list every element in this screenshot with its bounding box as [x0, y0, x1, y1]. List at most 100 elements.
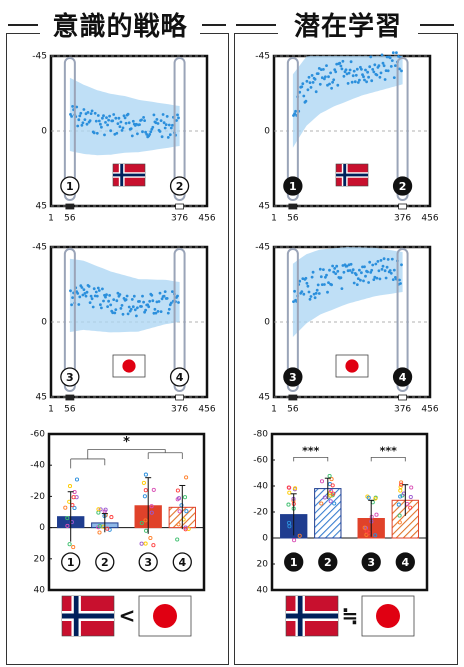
data-point [314, 291, 318, 295]
participant-dot [149, 510, 154, 515]
heading-rule [202, 24, 226, 26]
data-point [131, 305, 135, 309]
participant-dot [408, 505, 413, 510]
data-point [384, 69, 388, 72]
data-point [398, 67, 401, 71]
norway-flag-icon [61, 595, 115, 637]
participant-dot [398, 484, 403, 490]
data-point [331, 264, 334, 268]
data-point [375, 73, 379, 77]
participant-dot [329, 488, 334, 494]
data-point [313, 296, 317, 300]
flag-cross-blue [336, 173, 368, 177]
data-point [400, 69, 403, 73]
data-point [328, 82, 331, 86]
x-tick-label: 456 [421, 405, 438, 415]
data-point [315, 288, 319, 292]
phase-number-text: 1 [289, 180, 297, 193]
data-point [115, 299, 119, 303]
data-point [176, 113, 179, 117]
participant-dot [74, 477, 80, 482]
phase-number-text: 4 [176, 371, 184, 384]
data-point [77, 118, 81, 122]
data-point [94, 119, 98, 123]
flag-cross-blue [113, 173, 145, 177]
japan-flag-icon [335, 354, 369, 378]
data-point [95, 294, 99, 298]
data-point [80, 286, 84, 289]
data-point [334, 272, 338, 275]
phase-number-marker [169, 176, 190, 196]
data-point [378, 75, 382, 79]
data-point [317, 292, 321, 295]
data-point [324, 275, 327, 279]
y-tick-label: 20 [34, 554, 46, 564]
data-point [165, 115, 169, 118]
data-point [114, 116, 118, 120]
data-point [162, 121, 166, 125]
participant-dot [319, 501, 324, 506]
x-tick-label: 56 [287, 405, 299, 415]
data-point [88, 119, 92, 122]
data-point [83, 118, 87, 121]
participant-dot [397, 520, 402, 525]
data-point [124, 121, 128, 125]
data-point [136, 132, 139, 136]
participant-dot [319, 479, 325, 484]
data-point [325, 64, 328, 67]
data-point [127, 305, 131, 309]
participant-dot [96, 507, 101, 512]
data-point [314, 90, 318, 94]
significance-star: *** [302, 444, 320, 457]
data-point [82, 288, 86, 291]
data-point [368, 65, 372, 69]
data-point [362, 75, 365, 79]
data-point [361, 265, 364, 269]
x-tick-label: 376 [171, 214, 188, 224]
data-point [298, 279, 302, 283]
x-tick-label: 376 [394, 214, 411, 224]
participant-dot [183, 527, 188, 532]
data-point [302, 94, 306, 98]
data-point [377, 269, 381, 273]
data-point [322, 68, 325, 71]
data-point [344, 68, 348, 72]
data-point [319, 68, 323, 71]
data-point [85, 122, 89, 126]
phase-tick-box [175, 203, 184, 210]
data-point [369, 55, 373, 59]
data-point [96, 114, 100, 117]
data-point [88, 301, 92, 304]
category-marker [138, 552, 158, 572]
phase-number-text: 2 [399, 180, 407, 193]
data-point [310, 275, 314, 279]
data-point [156, 310, 160, 313]
data-point [382, 257, 386, 261]
participant-dot [143, 541, 148, 546]
phase-tick-box [398, 203, 407, 210]
y-tick-label: 0 [41, 318, 47, 328]
data-point [390, 59, 394, 62]
data-point [95, 131, 99, 135]
data-point [293, 112, 296, 116]
y-tick-label: 45 [259, 393, 270, 403]
data-point [153, 307, 157, 311]
norway-flag-icon [112, 163, 146, 187]
data-point [148, 299, 152, 303]
x-tick-label: 56 [287, 214, 299, 224]
data-point [104, 121, 107, 124]
data-point [119, 120, 123, 124]
data-point [84, 112, 88, 116]
data-point [113, 311, 117, 315]
data-point [109, 303, 113, 307]
data-point [352, 281, 356, 285]
data-point [118, 293, 122, 296]
data-point [331, 80, 334, 84]
data-point [141, 130, 144, 134]
participant-dot [71, 545, 76, 550]
y-tick-label: 20 [257, 560, 269, 570]
data-point [102, 299, 105, 303]
data-point [323, 77, 326, 81]
data-point [155, 300, 159, 304]
participant-dot [151, 543, 156, 548]
